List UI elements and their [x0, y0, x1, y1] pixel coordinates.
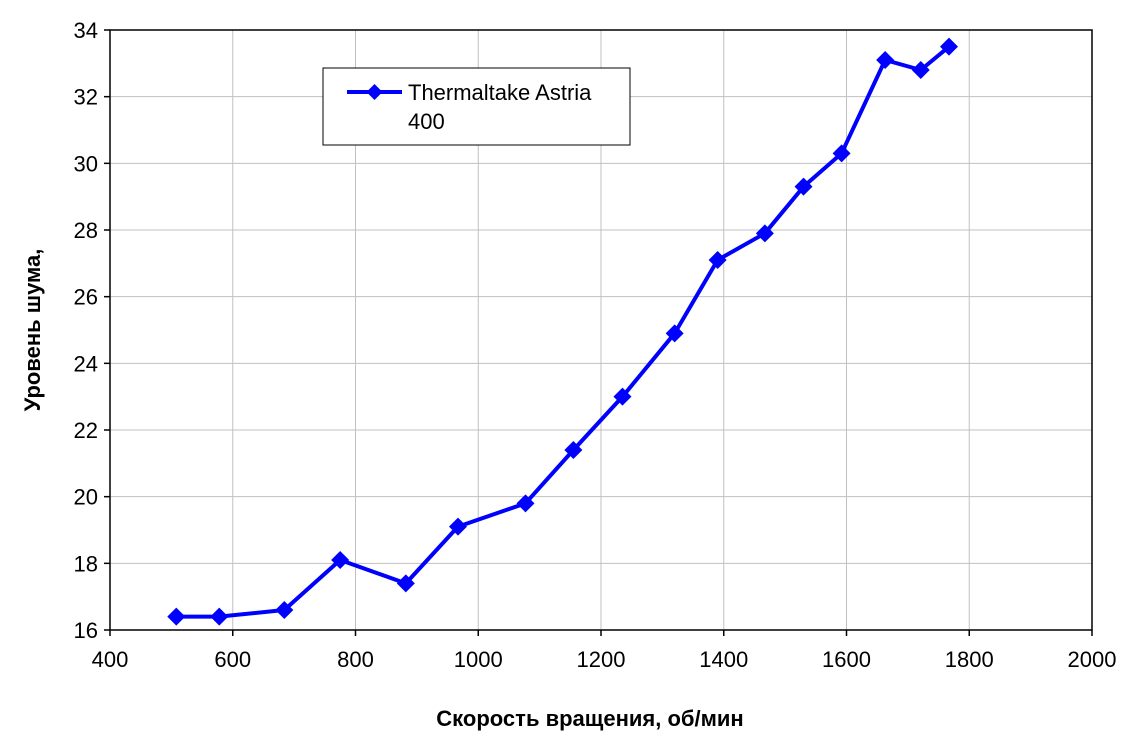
y-tick-label: 24	[74, 351, 98, 376]
y-tick-label: 26	[74, 285, 98, 310]
x-tick-label: 1800	[945, 647, 994, 672]
legend-label-line-2: 400	[408, 109, 445, 134]
data-point-marker	[210, 607, 229, 626]
y-tick-label: 22	[74, 418, 98, 443]
x-tick-label: 1600	[822, 647, 871, 672]
data-point-marker	[448, 517, 467, 536]
x-tick-label: 1200	[577, 647, 626, 672]
y-tick-label: 30	[74, 151, 98, 176]
y-axis-ticks: 16 18 20 22 24 26 28 30 32 34	[74, 18, 110, 643]
legend-label: Thermaltake Astria 400	[408, 80, 598, 134]
y-tick-label: 20	[74, 485, 98, 510]
x-axis-title: Скорость вращения, об/мин	[436, 706, 743, 731]
data-point-marker	[939, 37, 958, 56]
data-point-marker	[275, 601, 294, 619]
x-tick-label: 2000	[1068, 647, 1117, 672]
data-point-marker	[516, 494, 535, 513]
x-axis-ticks: 400 600 800 1000 1200 1400 1600 1800 2000	[92, 630, 1117, 672]
y-tick-label: 28	[74, 218, 98, 243]
y-axis-title: Уровень шума,	[20, 249, 45, 412]
x-tick-label: 400	[92, 647, 129, 672]
data-point-marker	[755, 224, 774, 243]
legend: Thermaltake Astria 400	[322, 67, 631, 146]
x-tick-label: 600	[214, 647, 251, 672]
legend-label-line-1: Thermaltake Astria	[408, 80, 592, 105]
data-point-marker	[613, 387, 632, 406]
data-point-marker	[876, 51, 895, 69]
series-layer	[167, 37, 958, 626]
legend-box	[322, 67, 631, 146]
data-point-marker	[167, 607, 186, 626]
y-tick-label: 34	[74, 18, 98, 43]
data-point-marker	[665, 324, 684, 343]
data-point-marker	[396, 574, 415, 593]
data-point-marker	[564, 441, 583, 459]
data-point-marker	[708, 251, 727, 269]
data-point-marker	[832, 144, 851, 163]
x-tick-label: 800	[337, 647, 374, 672]
y-tick-label: 32	[74, 85, 98, 110]
data-point-marker	[331, 551, 350, 569]
legend-marker-swatch	[366, 84, 383, 100]
x-tick-label: 1000	[454, 647, 503, 672]
x-tick-label: 1400	[699, 647, 748, 672]
y-tick-label: 16	[74, 618, 98, 643]
y-tick-label: 18	[74, 551, 98, 576]
data-point-marker	[911, 61, 930, 79]
data-point-marker	[794, 177, 813, 196]
